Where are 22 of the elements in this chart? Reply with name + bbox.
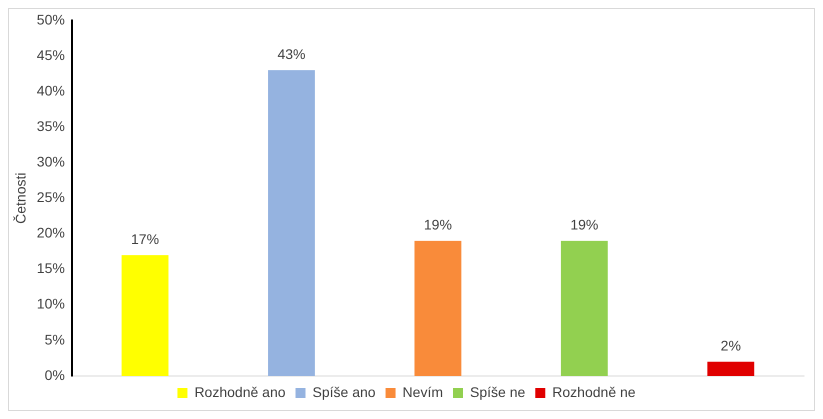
y-tick-label: 30%: [36, 154, 65, 170]
data-label: 17%: [131, 230, 160, 247]
legend-label: Rozhodně ano: [194, 384, 286, 400]
data-label: 19%: [424, 216, 452, 233]
data-label: 2%: [720, 338, 741, 354]
y-tick-label: 35%: [36, 118, 65, 134]
y-tick-label: 45%: [36, 46, 65, 63]
y-tick-label: 10%: [36, 296, 65, 312]
y-tick-label: 40%: [36, 82, 65, 98]
y-tick-label: 5%: [44, 331, 65, 348]
y-tick-label: 15%: [36, 260, 65, 276]
y-axis-title: Četnosti: [12, 172, 28, 224]
y-tick-label: 0%: [44, 366, 65, 383]
legend-label: Spíše ano: [312, 384, 376, 400]
legend-label: Nevím: [402, 384, 444, 400]
data-label: 43%: [277, 46, 306, 62]
y-tick-label: 50%: [36, 11, 65, 28]
data-label: 19%: [570, 216, 598, 233]
legend-label: Rozhodně ne: [552, 384, 636, 400]
legend-label: Spíše ne: [470, 384, 526, 400]
y-tick-label: 25%: [36, 189, 65, 206]
y-tick-label: 20%: [36, 224, 65, 241]
